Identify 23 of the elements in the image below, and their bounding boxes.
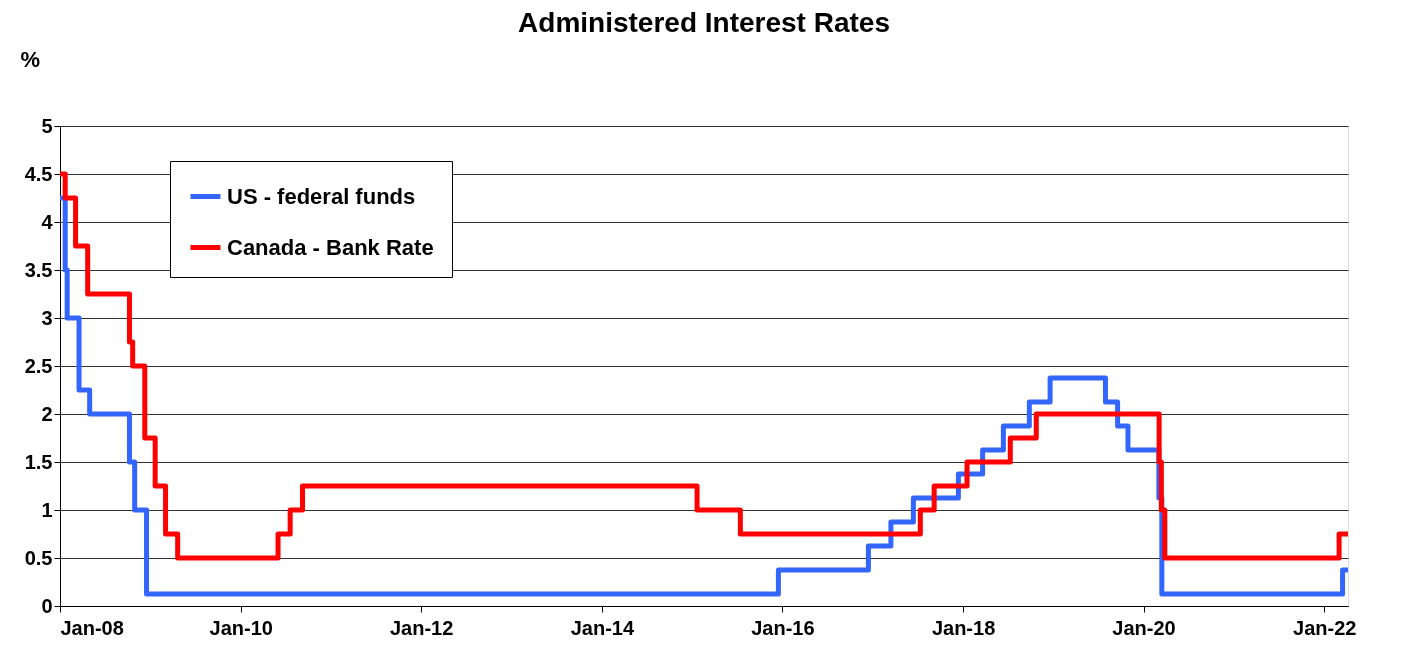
x-tick-label: Jan-14 xyxy=(570,616,635,639)
legend-label: Canada - Bank Rate xyxy=(227,234,434,260)
y-tick-label: 1 xyxy=(41,498,53,521)
x-tick-label: Jan-18 xyxy=(931,616,996,639)
y-tick-label: 0 xyxy=(41,594,53,617)
x-tick-label: Jan-12 xyxy=(390,616,454,639)
x-tick-label: Jan-16 xyxy=(751,616,815,639)
y-tick-label: 3.5 xyxy=(24,258,53,281)
y-tick-label: 4.5 xyxy=(24,162,53,185)
x-tick-label: Jan-10 xyxy=(209,616,273,639)
y-tick-label: 2 xyxy=(41,402,53,425)
x-tick-label: Jan-22 xyxy=(1293,616,1357,639)
x-tick-label: Jan-20 xyxy=(1112,616,1176,639)
y-tick-label: 5 xyxy=(41,114,53,137)
y-axis-title: % xyxy=(20,46,41,72)
chart-title: Administered Interest Rates xyxy=(518,7,890,38)
x-tick-label: Jan-08 xyxy=(60,616,124,639)
y-tick-label: 4 xyxy=(41,210,54,233)
legend-label: US - federal funds xyxy=(227,183,416,209)
y-tick-label: 2.5 xyxy=(24,354,53,377)
y-tick-label: 0.5 xyxy=(24,546,53,569)
y-tick-label: 1.5 xyxy=(24,450,53,473)
y-tick-label: 3 xyxy=(41,306,53,329)
